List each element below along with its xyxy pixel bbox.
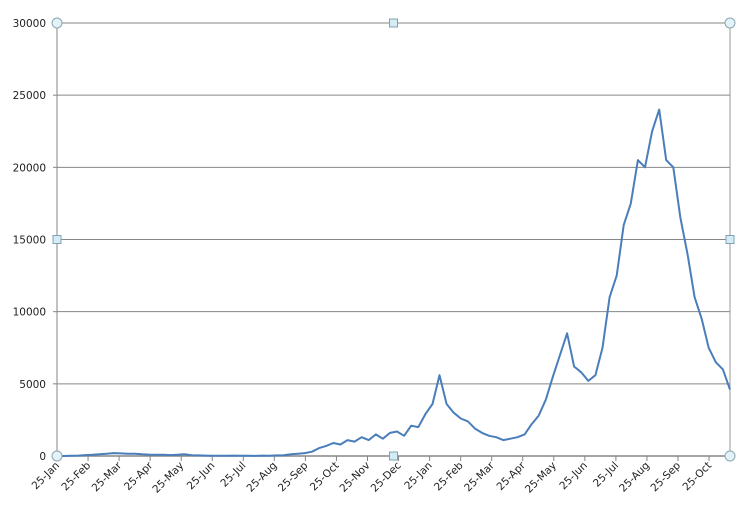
x-tick-label: 25-Jun [185, 460, 218, 493]
series-line[interactable] [57, 108, 731, 457]
gridlines [53, 22, 731, 457]
x-tick-label: 25-Dec [369, 459, 404, 494]
x-tick-label: 25-Feb [59, 459, 93, 493]
x-tick-label: 25-Jul [218, 460, 248, 490]
x-tick-label: 25-Aug [617, 460, 652, 495]
x-tick-label: 25-Jan [402, 460, 434, 492]
x-tick-label: 25-Jun [557, 460, 590, 493]
x-tick-label: 25-Feb [432, 459, 466, 493]
x-tick-label: 25-May [150, 460, 186, 496]
x-tick-label: 25-Jan [30, 460, 62, 492]
y-tick-label: 0 [39, 451, 46, 463]
corner-resize-handle[interactable] [51, 17, 63, 29]
x-tick-label: 25-Mar [90, 459, 125, 494]
x-tick-label: 25-Aug [245, 460, 280, 495]
corner-resize-handle[interactable] [724, 450, 736, 462]
edge-resize-handle[interactable] [52, 235, 62, 244]
corner-resize-handle[interactable] [724, 17, 736, 29]
x-tick-label: 25-Nov [338, 460, 373, 495]
x-tick-label: 25-Sep [276, 459, 311, 494]
x-tick-label: 25-Oct [681, 460, 715, 494]
edge-resize-handle[interactable] [389, 18, 398, 28]
y-tick-label: 20000 [13, 162, 46, 174]
x-tick-label: 25-Oct [308, 460, 342, 494]
y-tick-label: 5000 [19, 379, 46, 391]
y-tick-label: 30000 [13, 18, 46, 30]
x-tick-label: 25-Jul [591, 460, 621, 490]
y-tick-label: 25000 [13, 90, 46, 102]
y-tick-label: 15000 [13, 235, 46, 247]
y-axis-tick-labels: 0 5000 10000 15000 20000 25000 30000 [13, 18, 46, 463]
selection-handles[interactable] [51, 17, 736, 462]
edge-resize-handle[interactable] [725, 235, 735, 244]
x-tick-label: 25-Sep [649, 459, 684, 494]
corner-resize-handle[interactable] [51, 450, 63, 462]
edge-resize-handle[interactable] [389, 451, 398, 461]
y-tick-label: 10000 [13, 307, 46, 319]
x-tick-label: 25-Mar [462, 459, 497, 494]
x-tick-label: 25-May [523, 460, 559, 496]
